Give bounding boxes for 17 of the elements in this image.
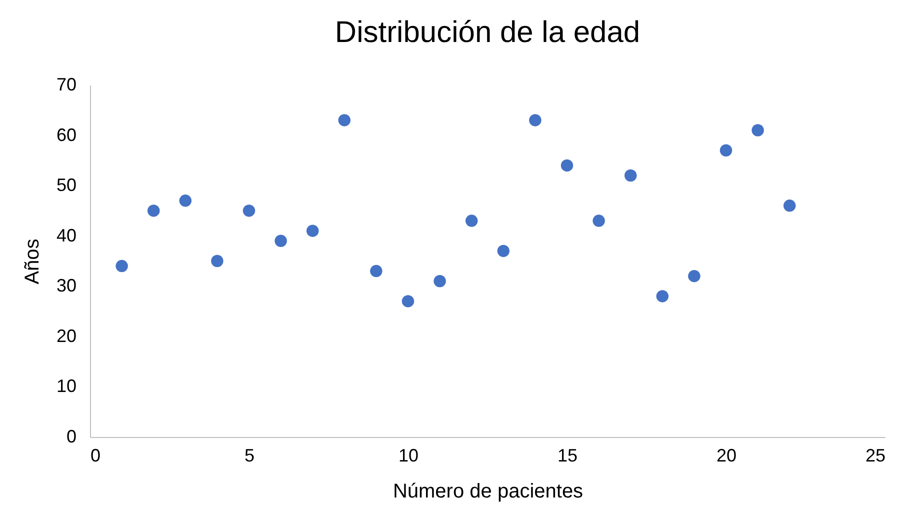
chart-title: Distribución de la edad — [334, 16, 640, 49]
y-tick-label: 50 — [56, 175, 76, 196]
y-tick-label: 70 — [56, 74, 76, 94]
y-tick-label: 40 — [56, 225, 76, 246]
x-tick-label: 15 — [557, 446, 578, 466]
x-tick-label: 0 — [90, 446, 101, 466]
x-tick-label: 5 — [244, 446, 255, 466]
x-tick-label: 20 — [716, 446, 737, 466]
y-axis-title: Años — [21, 238, 44, 284]
y-tick-label: 10 — [56, 376, 76, 396]
y-tick-label: 20 — [56, 326, 76, 346]
y-tick-label: 0 — [66, 426, 76, 446]
x-tick-label: 25 — [865, 446, 886, 466]
x-tick-label: 10 — [398, 446, 419, 466]
y-tick-label: 30 — [56, 276, 76, 296]
x-axis-title: Número de pacientes — [392, 480, 584, 502]
y-tick-label: 60 — [56, 124, 76, 145]
